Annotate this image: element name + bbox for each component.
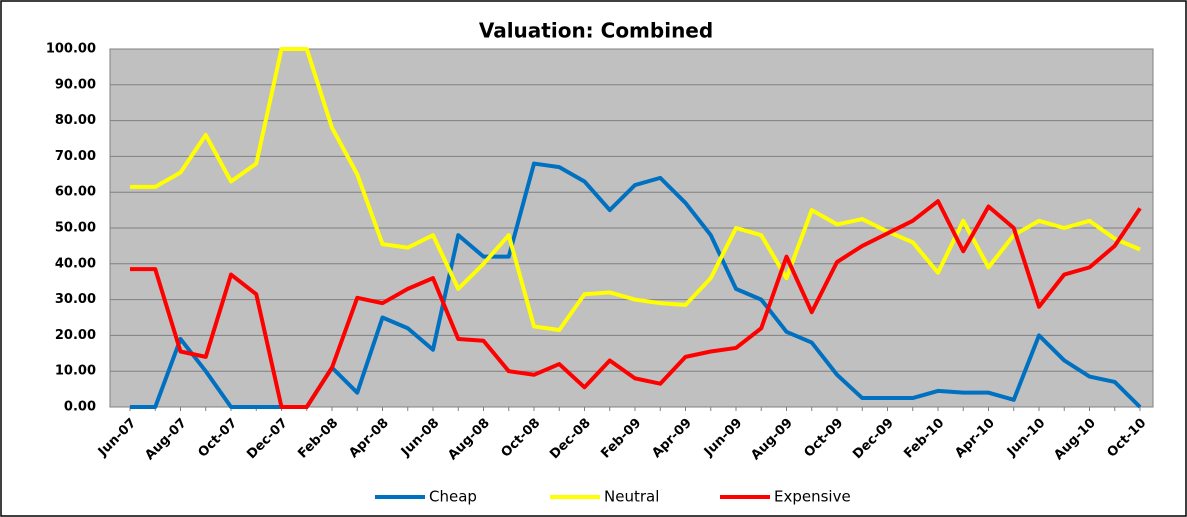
y-tick-label: 40.00 xyxy=(55,256,96,271)
chart-title: Valuation: Combined xyxy=(479,19,713,43)
y-tick-label: 90.00 xyxy=(55,77,96,92)
y-tick-label: 30.00 xyxy=(55,292,96,307)
y-tick-label: 80.00 xyxy=(55,113,96,128)
y-tick-label: 20.00 xyxy=(55,328,96,343)
y-tick-label: 0.00 xyxy=(64,400,96,415)
legend-label: Cheap xyxy=(429,488,477,506)
legend-label: Expensive xyxy=(774,488,851,506)
legend-label: Neutral xyxy=(604,488,659,506)
line-series xyxy=(130,199,1142,409)
y-tick-label: 10.00 xyxy=(55,364,96,379)
y-tick-label: 70.00 xyxy=(55,149,96,164)
y-tick-label: 50.00 xyxy=(55,221,96,236)
y-tick-label: 60.00 xyxy=(55,185,96,200)
y-tick-label: 100.00 xyxy=(46,42,96,57)
